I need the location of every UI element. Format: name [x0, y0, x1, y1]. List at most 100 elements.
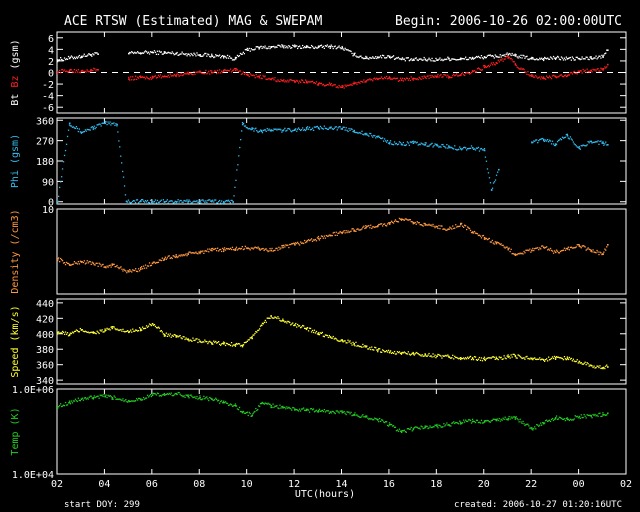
data-dot [380, 223, 382, 225]
data-dot [555, 415, 558, 417]
data-dot [440, 225, 442, 227]
data-dot [344, 340, 346, 342]
data-dot [410, 141, 412, 144]
data-dot [146, 199, 149, 202]
data-dot [304, 46, 307, 49]
data-dot [520, 356, 522, 359]
data-dot [359, 416, 361, 418]
data-dot [367, 348, 369, 350]
data-dot [552, 419, 555, 421]
data-dot [272, 46, 274, 48]
data-dot [421, 143, 423, 145]
data-dot [524, 424, 526, 427]
data-dot [597, 415, 599, 417]
data-dot [444, 58, 446, 60]
data-dot [298, 410, 300, 412]
data-dot [365, 132, 367, 134]
data-dot [510, 416, 512, 418]
data-point [329, 45, 332, 48]
data-dot [272, 77, 274, 79]
data-dot [512, 54, 514, 56]
data-dot [464, 224, 466, 226]
data-dot [317, 235, 320, 238]
data-dot [490, 62, 492, 64]
data-dot [432, 223, 434, 226]
data-dot [391, 56, 394, 58]
data-dot [203, 252, 205, 254]
data-dot [157, 392, 160, 395]
data-dot [411, 59, 413, 62]
data-dot [178, 335, 180, 337]
data-point [282, 406, 284, 409]
data-dot [293, 129, 295, 132]
data-dot [217, 202, 219, 204]
data-dot [326, 84, 328, 86]
data-dot [299, 325, 301, 327]
data-dot [530, 57, 532, 60]
x-tick-label: 10 [241, 479, 253, 490]
data-dot [127, 270, 129, 272]
data-dot [499, 54, 501, 56]
data-dot [81, 69, 83, 72]
data-dot [374, 346, 376, 348]
data-dot [343, 49, 345, 51]
data-dot [524, 358, 526, 360]
data-dot [295, 409, 297, 411]
data-dot [282, 405, 284, 408]
data-dot [458, 148, 460, 150]
data-dot [518, 55, 520, 57]
data-dot [268, 128, 270, 130]
data-dot [562, 76, 565, 78]
data-dot [171, 75, 173, 77]
data-dot [398, 351, 401, 353]
data-dot [127, 401, 129, 403]
data-dot [447, 147, 449, 149]
data-dot [130, 52, 132, 54]
data-dot [233, 59, 236, 61]
data-dot [182, 254, 184, 256]
data-dot [371, 227, 373, 229]
data-dot [322, 83, 324, 86]
data-dot [142, 399, 144, 401]
data-dot [180, 394, 182, 397]
data-dot [297, 409, 299, 411]
data-dot [348, 231, 350, 234]
data-dot [373, 57, 375, 59]
data-dot [452, 58, 454, 60]
data-dot [563, 75, 566, 77]
data-dot [106, 327, 108, 329]
data-dot [183, 199, 185, 202]
data-dot [202, 250, 204, 252]
data-dot [291, 323, 293, 325]
data-dot [194, 73, 196, 75]
data-point [199, 200, 201, 203]
data-dot [238, 247, 241, 249]
data-dot [88, 260, 90, 263]
data-dot [312, 331, 315, 334]
data-point [163, 333, 166, 336]
data-dot [547, 57, 549, 59]
data-dot [307, 81, 310, 83]
data-dot [164, 76, 166, 78]
data-point [341, 411, 344, 414]
data-dot [358, 81, 360, 83]
data-dot [224, 56, 227, 58]
data-dot [456, 422, 458, 424]
data-dot [264, 45, 266, 47]
x-axis-label: UTC(hours) [295, 489, 355, 500]
data-dot [365, 415, 367, 417]
data-dot [502, 244, 504, 246]
data-dot [551, 417, 554, 420]
data-point [251, 128, 253, 130]
data-dot [188, 199, 190, 201]
data-dot [390, 423, 393, 426]
data-dot [594, 413, 596, 416]
data-dot [194, 53, 196, 55]
data-dot [486, 419, 488, 422]
data-point [412, 59, 415, 61]
data-dot [326, 128, 328, 130]
data-dot [376, 57, 378, 60]
data-dot [574, 360, 576, 363]
data-point [80, 260, 83, 263]
